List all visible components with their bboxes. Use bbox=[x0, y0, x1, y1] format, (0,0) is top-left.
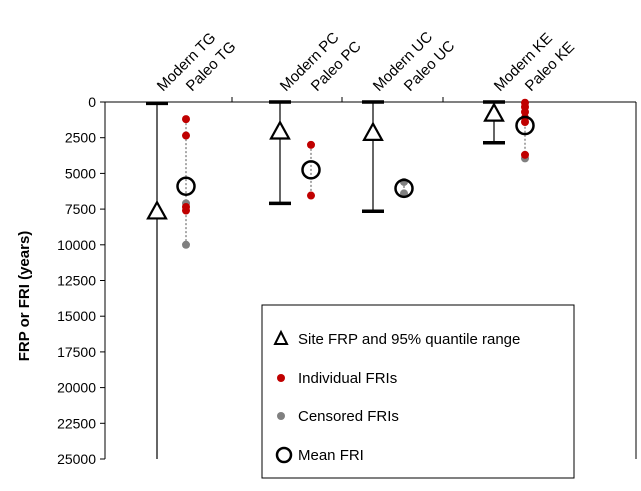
frp-triangle-marker bbox=[269, 120, 291, 140]
mean-fri-marker bbox=[515, 115, 535, 136]
chart-marks bbox=[146, 98, 535, 459]
mean-fri-marker bbox=[394, 178, 414, 199]
censored-fri-point bbox=[182, 240, 190, 249]
legend-red-dot-icon bbox=[277, 374, 285, 382]
y-tick-label: 17500 bbox=[57, 344, 96, 360]
frp-triangle-marker bbox=[362, 121, 384, 142]
individual-fri-point bbox=[521, 107, 529, 116]
y-tick-label: 2500 bbox=[65, 130, 96, 146]
legend-open-circle-icon bbox=[275, 446, 293, 464]
individual-fri-point bbox=[182, 206, 190, 215]
individual-fri-point bbox=[182, 131, 190, 140]
legend-label: Individual FRIs bbox=[298, 370, 397, 387]
y-tick-label: 25000 bbox=[57, 451, 96, 467]
y-tick-label: 0 bbox=[88, 94, 96, 110]
y-tick-label: 20000 bbox=[57, 380, 96, 396]
y-tick-label: 22500 bbox=[57, 415, 96, 431]
legend-box bbox=[261, 304, 575, 479]
mean-fri-marker bbox=[301, 160, 321, 180]
y-tick-label: 12500 bbox=[57, 273, 96, 289]
individual-fri-point bbox=[521, 150, 529, 159]
y-tick-label: 5000 bbox=[65, 165, 96, 181]
mean-fri-marker bbox=[176, 176, 196, 197]
frp-triangle-marker bbox=[146, 199, 168, 220]
individual-fri-point bbox=[182, 115, 190, 124]
legend-triangle-icon bbox=[273, 329, 289, 345]
y-tick-label: 15000 bbox=[57, 308, 96, 324]
legend-label: Censored FRIs bbox=[298, 408, 399, 425]
individual-fri-point bbox=[307, 191, 315, 200]
legend-label: Site FRP and 95% quantile range bbox=[298, 331, 520, 348]
legend-gray-dot-icon bbox=[277, 412, 285, 420]
y-axis-title: FRP or FRI (years) bbox=[16, 231, 33, 362]
y-tick-label: 7500 bbox=[65, 201, 96, 217]
legend-label: Mean FRI bbox=[298, 447, 364, 464]
legend: Site FRP and 95% quantile range Individua… bbox=[261, 304, 575, 479]
individual-fri-point bbox=[521, 117, 529, 126]
individual-fri-point bbox=[307, 140, 315, 149]
frp-triangle-marker bbox=[483, 102, 505, 122]
y-tick-label: 10000 bbox=[57, 237, 96, 253]
